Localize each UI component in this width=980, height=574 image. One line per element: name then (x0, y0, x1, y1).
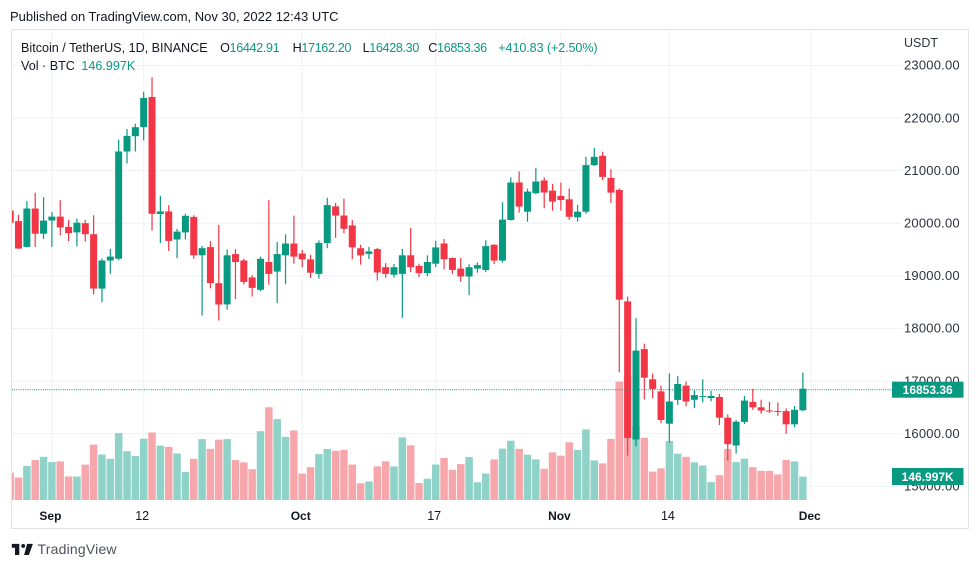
svg-text:16000.00: 16000.00 (904, 426, 960, 441)
svg-text:22000.00: 22000.00 (904, 110, 960, 125)
svg-text:Sep: Sep (39, 509, 61, 523)
svg-text:16853.36: 16853.36 (903, 383, 953, 397)
svg-text:H17162.20: H17162.20 (293, 41, 352, 55)
svg-text:Published on TradingView.com,: Published on TradingView.com, Nov 30, 20… (10, 9, 339, 24)
svg-text:23000.00: 23000.00 (904, 58, 960, 73)
svg-text:USDT: USDT (904, 36, 938, 50)
svg-text:Oct: Oct (291, 509, 311, 523)
svg-text:19000.00: 19000.00 (904, 268, 960, 283)
svg-text:+410.83 (+2.50%): +410.83 (+2.50%) (498, 41, 597, 55)
svg-text:12: 12 (135, 509, 149, 523)
svg-text:17: 17 (427, 509, 441, 523)
svg-text:Dec: Dec (799, 509, 821, 523)
svg-text:14: 14 (661, 509, 675, 523)
svg-text:21000.00: 21000.00 (904, 163, 960, 178)
svg-text:L16428.30: L16428.30 (363, 41, 420, 55)
svg-text:18000.00: 18000.00 (904, 321, 960, 336)
svg-text:Nov: Nov (548, 509, 571, 523)
svg-text:20000.00: 20000.00 (904, 216, 960, 231)
svg-text:Bitcoin / TetherUS, 1D, BINANC: Bitcoin / TetherUS, 1D, BINANCE (21, 41, 208, 55)
svg-text:TradingView: TradingView (38, 541, 118, 557)
svg-text:146.997K: 146.997K (902, 470, 954, 484)
svg-text:C16853.36: C16853.36 (428, 41, 487, 55)
svg-text:O16442.91: O16442.91 (220, 41, 280, 55)
